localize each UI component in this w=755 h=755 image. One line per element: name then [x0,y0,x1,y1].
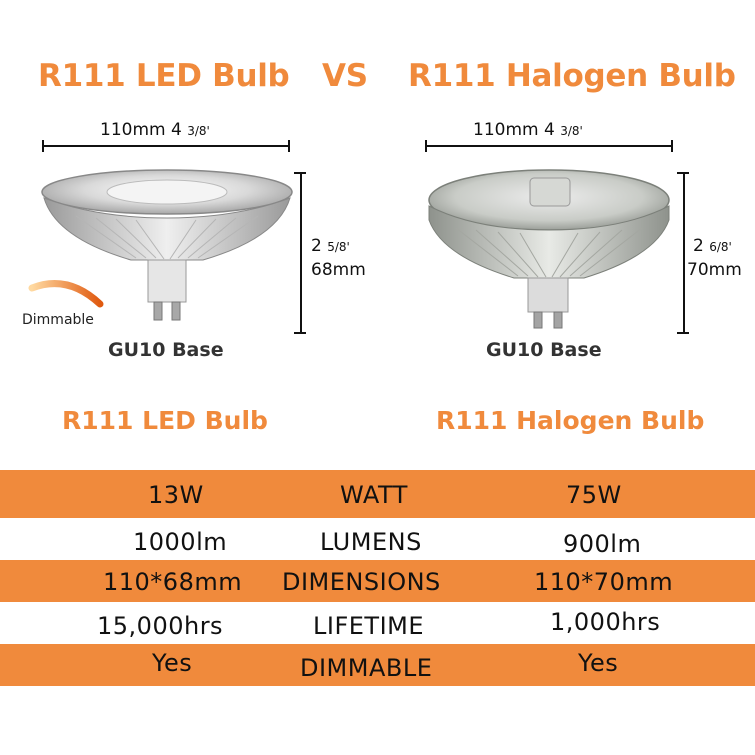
halogen-dimensions-value: 110*70mm [534,568,674,596]
halogen-height-label-in: 2 6/8' [693,236,732,256]
headline-halogen: R111 Halogen Bulb [408,58,736,94]
lifetime-label: LIFETIME [313,612,425,640]
dimmable-arc-icon [28,280,104,308]
halogen-lifetime-value: 1,000hrs [550,608,661,636]
led-watt-value: 13W [148,481,204,509]
dimmable-label-row: DIMMABLE [300,654,433,682]
dimensions-label: DIMENSIONS [282,568,441,596]
halogen-base-label: GU10 Base [486,339,602,361]
table-row-lumens: 1000lm LUMENS 900lm [0,518,755,560]
led-height-label-in: 2 5/8' [311,236,350,256]
table-row-dimensions: 110*68mm DIMENSIONS 110*70mm [0,560,755,602]
watt-label: WATT [340,481,408,509]
led-lumens-value: 1000lm [133,528,228,556]
table-row-watt: 13W WATT 75W [0,470,755,518]
led-bulb-image [41,169,293,321]
halogen-height-label-mm: 70mm [687,260,742,280]
halogen-column-title: R111 Halogen Bulb [436,406,705,435]
headline-led: R111 LED Bulb [38,58,290,94]
led-column-title: R111 LED Bulb [62,406,268,435]
led-width-label: 110mm 4 3/8' [100,120,210,140]
led-height-label-mm: 68mm [311,260,366,280]
halogen-width-label: 110mm 4 3/8' [473,120,583,140]
halogen-watt-value: 75W [566,481,622,509]
led-base-label: GU10 Base [108,339,224,361]
halogen-bulb-image [428,169,670,329]
led-dimensions-value: 110*68mm [103,568,243,596]
led-dimmable-value: Yes [152,649,193,677]
lumens-label: LUMENS [320,528,422,556]
halogen-lumens-value: 900lm [563,530,642,558]
table-row-lifetime: 15,000hrs LIFETIME 1,000hrs [0,602,755,644]
halogen-dimmable-value: Yes [578,649,619,677]
led-lifetime-value: 15,000hrs [97,612,224,640]
headline-vs: VS [322,58,368,94]
dimmable-label: Dimmable [22,312,94,328]
table-row-dimmable: Yes DIMMABLE Yes [0,644,755,686]
